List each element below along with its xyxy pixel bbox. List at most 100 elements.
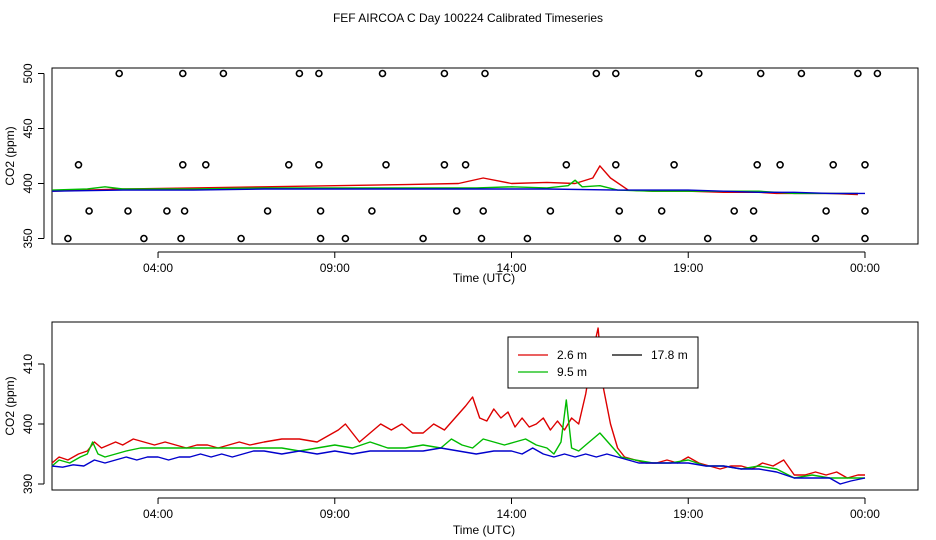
top-scatter-point	[638, 234, 647, 243]
top-scatter-point	[124, 207, 132, 215]
top-scatter-point	[315, 69, 323, 78]
legend-label-9-5m: 9.5 m	[557, 365, 587, 379]
legend-label-2-6m: 2.6 m	[557, 348, 587, 362]
bottom-x-tick-label: 00:00	[850, 507, 880, 521]
top-plot-frame	[51, 67, 919, 245]
top-scatter-point	[440, 69, 449, 78]
top-scatter-point	[670, 161, 678, 169]
top-scatter-point	[749, 207, 758, 215]
top-y-tick-label: 350	[21, 228, 35, 248]
top-marks: 04:00 09:00 14:00 19:00 00:00 350 400 450 500	[21, 63, 882, 275]
top-scatter-point	[703, 234, 712, 243]
top-scatter-point	[179, 69, 187, 78]
bottom-x-axis-label: Time (UTC)	[453, 523, 515, 537]
bottom-panel: Time (UTC) CO2 (ppm) 04:00 09:00 14:00 19:0…	[3, 321, 919, 537]
top-scatter-point	[657, 207, 666, 215]
top-scatter-point	[854, 69, 862, 78]
top-x-tick-label: 09:00	[320, 261, 350, 275]
top-scatter-point	[316, 207, 325, 215]
top-scatter-point	[776, 161, 784, 169]
top-scatter-point	[730, 207, 739, 215]
top-scatter-point	[263, 207, 272, 215]
top-scatter-point	[461, 161, 470, 169]
top-scatter-point	[202, 161, 210, 169]
chart-title: FEF AIRCOA C Day 100224 Calibrated Times…	[333, 11, 603, 25]
top-scatter-point	[546, 207, 555, 215]
top-scatter-point	[295, 69, 304, 78]
top-scatter-point	[829, 161, 838, 169]
top-scatter-point	[822, 207, 830, 215]
top-scatter-point	[452, 207, 461, 215]
top-scatter-point	[74, 161, 83, 169]
top-scatter-point	[756, 69, 765, 78]
top-panel: Time (UTC) CO2 (ppm) 04:00 09:00 14:00 19:0…	[3, 63, 919, 285]
top-scatter-point	[481, 69, 489, 78]
top-scatter-point	[315, 161, 323, 169]
top-scatter-point	[562, 161, 571, 169]
top-scatter-point	[180, 207, 189, 215]
top-scatter-point	[477, 234, 486, 243]
top-scatter-point	[811, 234, 820, 243]
bottom-series-2-6-m	[51, 327, 865, 479]
bottom-x-tick-label: 09:00	[320, 507, 350, 521]
top-scatter-point	[284, 161, 293, 169]
top-scatter-point	[694, 69, 703, 78]
top-scatter-point	[592, 69, 601, 78]
top-scatter-point	[479, 207, 488, 215]
top-scatter-point	[163, 207, 171, 215]
top-scatter-point	[440, 161, 449, 169]
top-x-tick-label: 14:00	[496, 261, 526, 275]
top-scatter-point	[177, 234, 185, 243]
top-scatter-point	[861, 207, 869, 215]
bottom-y-tick-label: 400	[21, 414, 35, 434]
top-scatter-point	[797, 69, 806, 78]
top-scatter-point	[749, 234, 758, 243]
top-x-tick-label: 00:00	[850, 261, 880, 275]
bottom-series-17-8-m	[51, 447, 866, 485]
top-x-axis-label: Time (UTC)	[453, 271, 515, 285]
top-scatter-point	[368, 207, 376, 215]
bottom-plot-frame	[51, 321, 919, 491]
top-scatter-point	[64, 234, 72, 243]
legend: 2.6 m 17.8 m 9.5 m	[507, 336, 699, 389]
top-series-17-8-m	[51, 188, 865, 195]
bottom-x-tick-label: 14:00	[496, 507, 526, 521]
bottom-y-tick-label: 390	[21, 474, 35, 494]
top-scatter-point	[378, 69, 387, 78]
top-scatter-point	[115, 69, 123, 78]
top-scatter-point	[861, 234, 869, 243]
top-scatter-point	[611, 161, 620, 169]
top-scatter-point	[341, 234, 350, 243]
top-scatter-point	[613, 234, 622, 243]
bottom-marks: 04:00 09:00 14:00 19:00 00:00 390 400 410	[21, 327, 880, 521]
top-scatter-point	[615, 207, 624, 215]
top-scatter-point	[316, 234, 325, 243]
top-scatter-point	[873, 69, 882, 78]
top-scatter-point	[140, 234, 148, 243]
bottom-series-9-5-m	[51, 399, 865, 479]
top-y-axis-label: CO2 (ppm)	[3, 126, 17, 185]
bottom-x-tick-label: 04:00	[143, 507, 173, 521]
top-y-tick-label: 450	[21, 118, 35, 138]
top-scatter-point	[753, 161, 762, 169]
legend-box	[507, 336, 699, 389]
top-scatter-point	[179, 161, 187, 169]
top-scatter-point	[523, 234, 532, 243]
top-scatter-point	[219, 69, 228, 78]
top-scatter-point	[237, 234, 245, 243]
top-x-tick-label: 04:00	[143, 261, 173, 275]
top-x-tick-label: 19:00	[673, 261, 703, 275]
top-scatter-point	[419, 234, 427, 243]
top-scatter-point	[85, 207, 93, 215]
top-scatter-point	[382, 161, 390, 169]
bottom-x-tick-label: 19:00	[673, 507, 703, 521]
top-y-tick-label: 500	[21, 63, 35, 83]
top-scatter-point	[611, 69, 620, 78]
top-y-tick-label: 400	[21, 173, 35, 193]
top-scatter-point	[861, 161, 869, 169]
bottom-y-axis-label: CO2 (ppm)	[3, 376, 17, 435]
legend-label-17-8m: 17.8 m	[651, 348, 688, 362]
bottom-y-tick-label: 410	[21, 354, 35, 374]
